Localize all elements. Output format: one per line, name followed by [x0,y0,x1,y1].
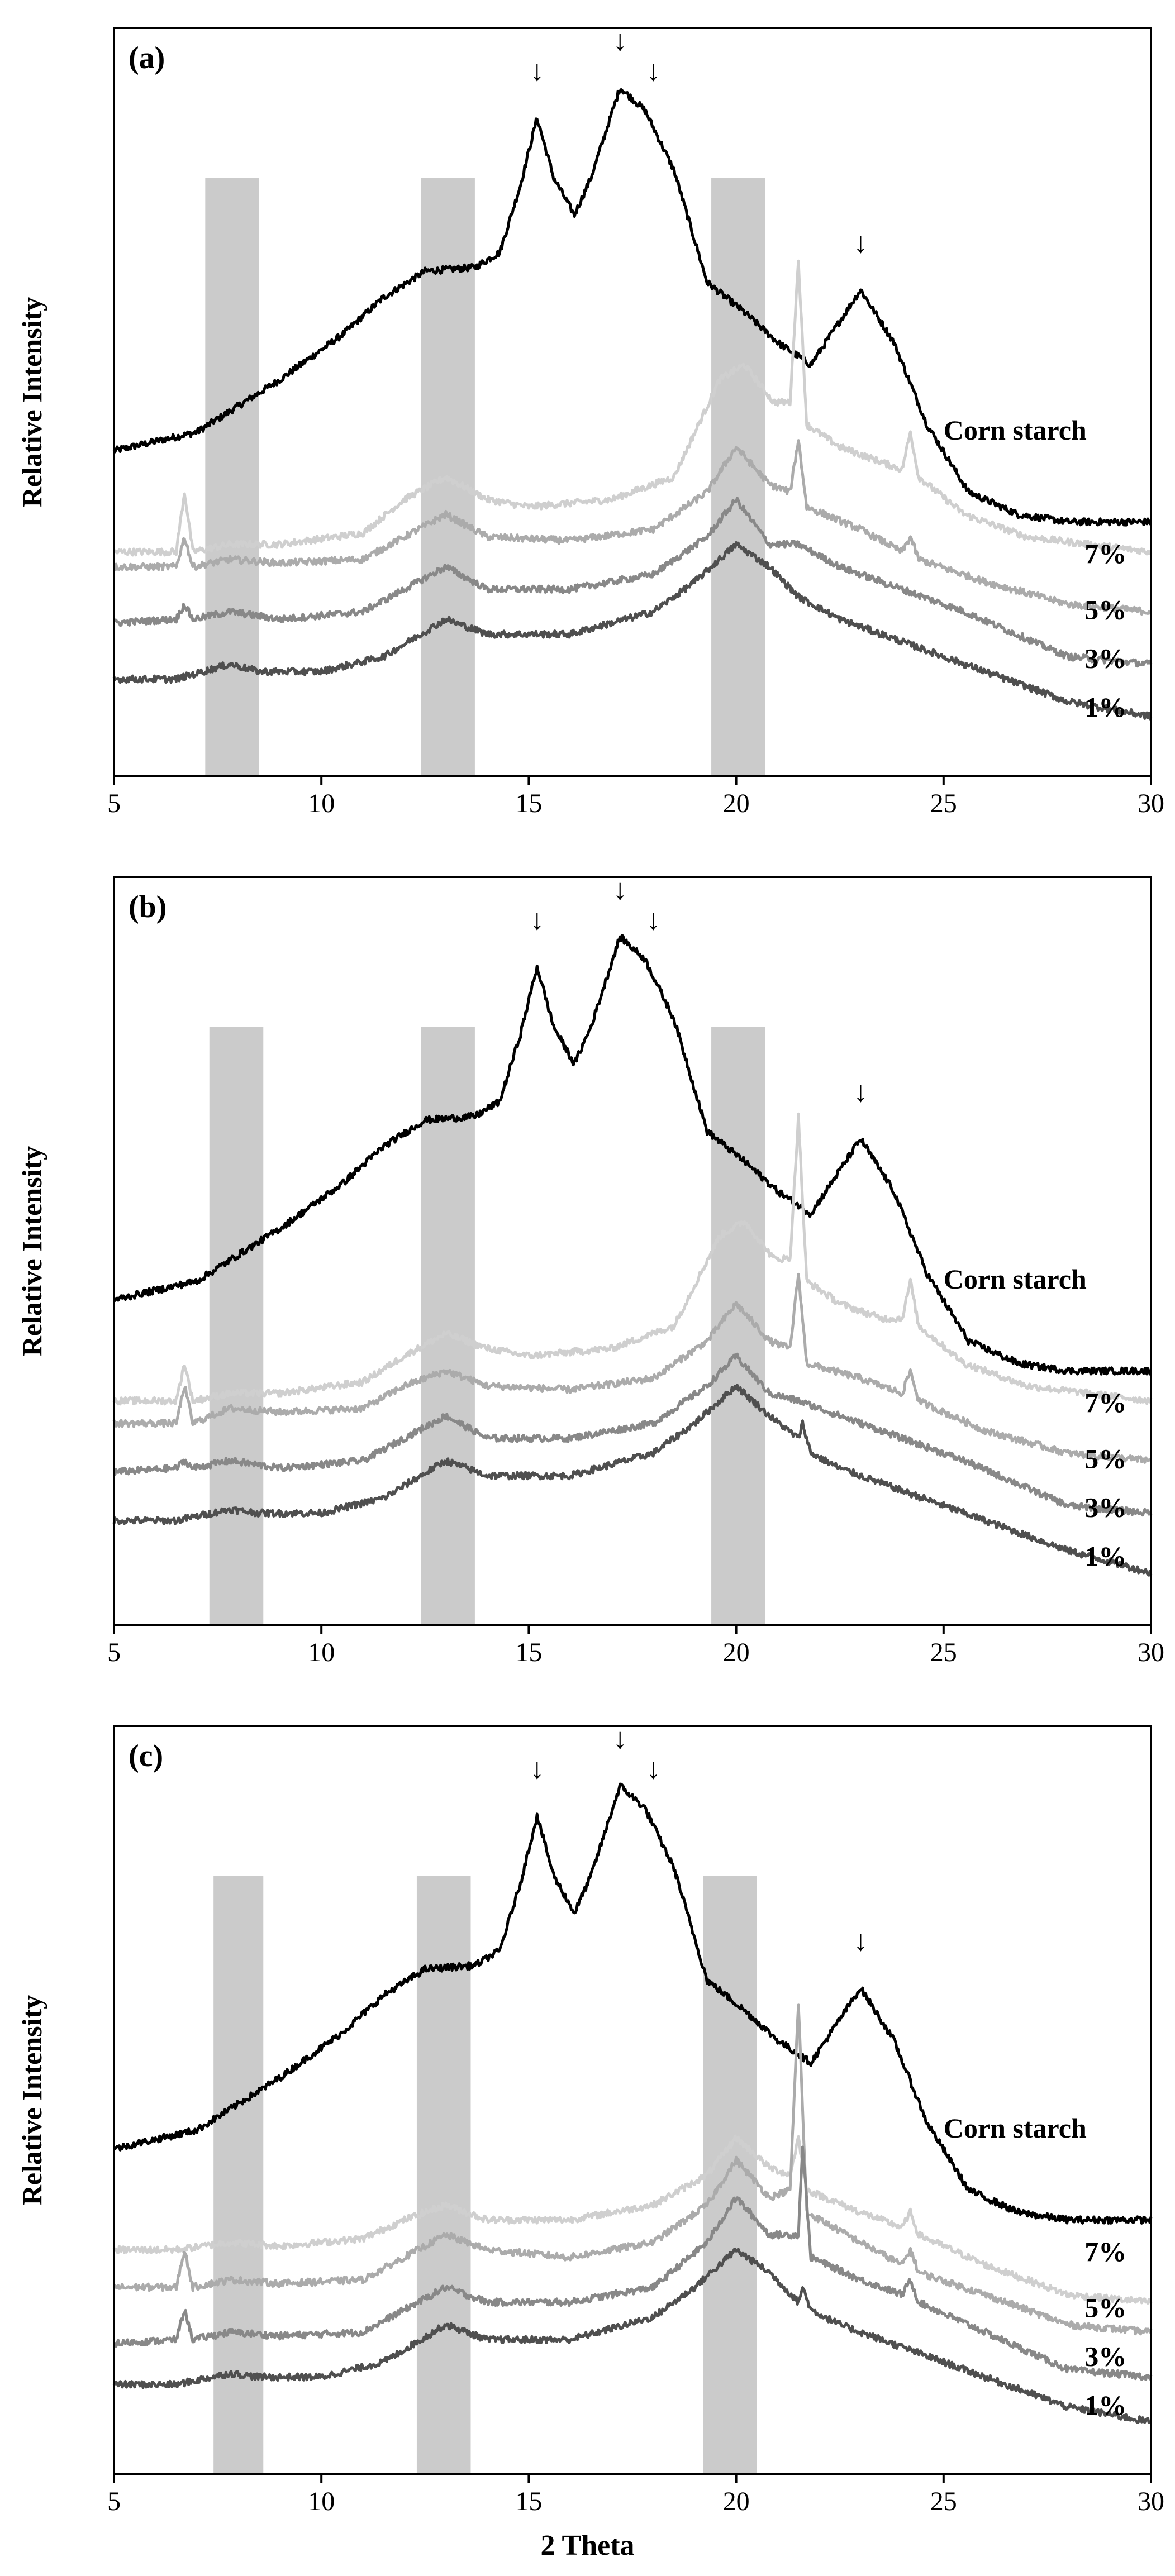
shaded-band-1 [205,178,259,776]
panel-label: (a) [129,41,165,75]
series-label-7-: 7% [1084,2236,1126,2267]
x-tick-label-5: 5 [107,789,121,818]
x-tick-label-15: 15 [515,1638,542,1667]
series-label-5-: 5% [1084,2292,1126,2324]
peak-arrow-3: ↓ [646,1753,660,1785]
x-tick-label-15: 15 [515,2487,542,2516]
series-label-5-: 5% [1084,1443,1126,1475]
plot-frame [113,876,1152,1626]
shaded-band-2 [421,1027,475,1625]
x-tick-label-15: 15 [515,789,542,818]
panel-c: Corn starch 7% 5% 3% 1% ↓ ↓ ↓ ↓ 5 10 15 20 25 30 (c) Rel… [16,1723,1164,2516]
peak-arrow-1: ↓ [530,55,544,87]
series-line-7- [112,259,1153,557]
series-line-5- [112,2003,1153,2336]
shaded-band-2 [416,1876,471,2474]
series-line-1- [112,541,1153,721]
peak-arrow-3: ↓ [646,904,660,936]
series-line-corn-starch [113,1782,1153,2225]
panel-a: Corn starch 7% 5% 3% 1% ↓ ↓ ↓ ↓ 5 10 15 20 25 30 (a) Rel… [16,25,1164,818]
peak-arrow-2: ↓ [613,1723,627,1755]
peak-arrow-4: ↓ [853,1076,868,1108]
series-line-1- [112,1384,1153,1577]
series-label-1-: 1% [1084,2389,1126,2421]
series-line-corn-starch [112,934,1152,1376]
x-tick-label-20: 20 [723,2487,750,2516]
panel-label: (b) [129,890,167,924]
x-tick-label-20: 20 [723,789,750,818]
series-line-7- [112,1112,1153,1406]
y-axis-label: Relative Intensity [16,297,47,507]
x-tick-label-10: 10 [308,2487,335,2516]
series-label-7-: 7% [1084,1387,1126,1418]
series-line-3- [113,2145,1153,2381]
series-label-1-: 1% [1084,1540,1126,1572]
x-tick-label-30: 30 [1138,2487,1164,2516]
shaded-band-1 [209,1027,264,1625]
x-tick-label-20: 20 [723,1638,750,1667]
series-label-corn-starch: Corn starch [944,1263,1087,1295]
series-line-3- [113,1352,1153,1517]
x-tick-label-5: 5 [107,1638,121,1667]
series-label-5-: 5% [1084,594,1126,626]
x-tick-label-25: 25 [930,789,957,818]
panel-label: (c) [129,1739,163,1773]
series-line-3- [112,497,1153,668]
series-label-corn-starch: Corn starch [944,414,1087,446]
peak-arrow-2: ↓ [613,874,627,906]
shaded-band-3 [711,178,765,776]
x-tick-label-30: 30 [1138,1638,1164,1667]
series-label-3-: 3% [1084,643,1126,674]
series-label-1-: 1% [1084,691,1126,723]
series-line-5- [113,439,1152,616]
series-line-corn-starch [112,88,1152,527]
x-tick-label-25: 25 [930,1638,957,1667]
peak-arrow-4: ↓ [853,227,868,259]
y-axis-label: Relative Intensity [16,1995,47,2205]
series-label-3-: 3% [1084,2341,1126,2372]
series-label-3-: 3% [1084,1492,1126,1523]
series-line-7- [112,2134,1153,2305]
figure-x-axis-title: 2 Theta [540,2530,635,2561]
peak-arrow-3: ↓ [646,55,660,87]
shaded-band-1 [213,1876,264,2474]
x-tick-label-10: 10 [308,789,335,818]
peak-arrow-1: ↓ [530,1753,544,1785]
plot-frame [113,1725,1152,2475]
plot-frame [113,27,1152,777]
panel-b: Corn starch 7% 5% 3% 1% ↓ ↓ ↓ ↓ 5 10 15 20 25 30 (b) Rel… [16,874,1164,1667]
x-tick-label-10: 10 [308,1638,335,1667]
x-tick-label-30: 30 [1138,789,1164,818]
series-line-1- [112,2247,1152,2424]
y-axis-label: Relative Intensity [16,1146,47,1356]
x-tick-label-25: 25 [930,2487,957,2516]
peak-arrow-2: ↓ [613,25,627,57]
peak-arrow-1: ↓ [530,904,544,936]
series-label-corn-starch: Corn starch [944,2112,1087,2144]
series-line-5- [112,1272,1153,1464]
series-label-7-: 7% [1084,538,1126,569]
peak-arrow-4: ↓ [853,1925,868,1957]
x-tick-label-5: 5 [107,2487,121,2516]
